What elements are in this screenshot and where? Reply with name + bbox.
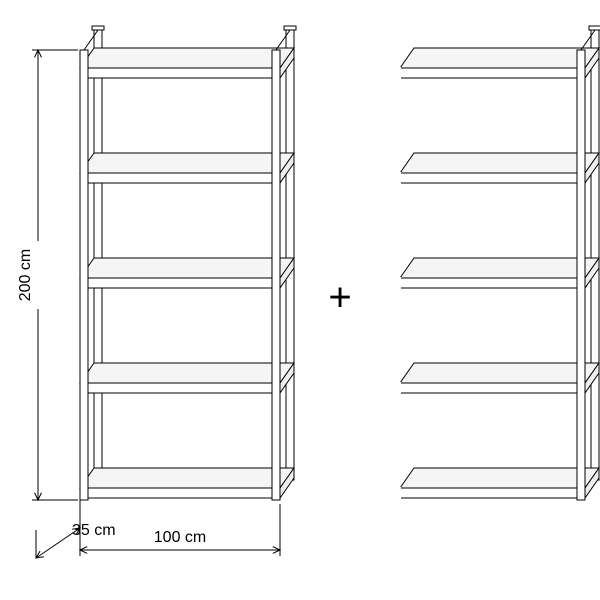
depth-label: 35 cm [72, 522, 116, 539]
height-label: 200 cm [17, 249, 34, 301]
shelving-dimensions-diagram: 200 cm 35 cm 100 cm + [0, 0, 600, 600]
addon-shelf-unit [400, 26, 600, 500]
plus-icon: + [328, 276, 351, 320]
width-label: 100 cm [154, 529, 206, 546]
main-shelf-unit [80, 26, 296, 500]
